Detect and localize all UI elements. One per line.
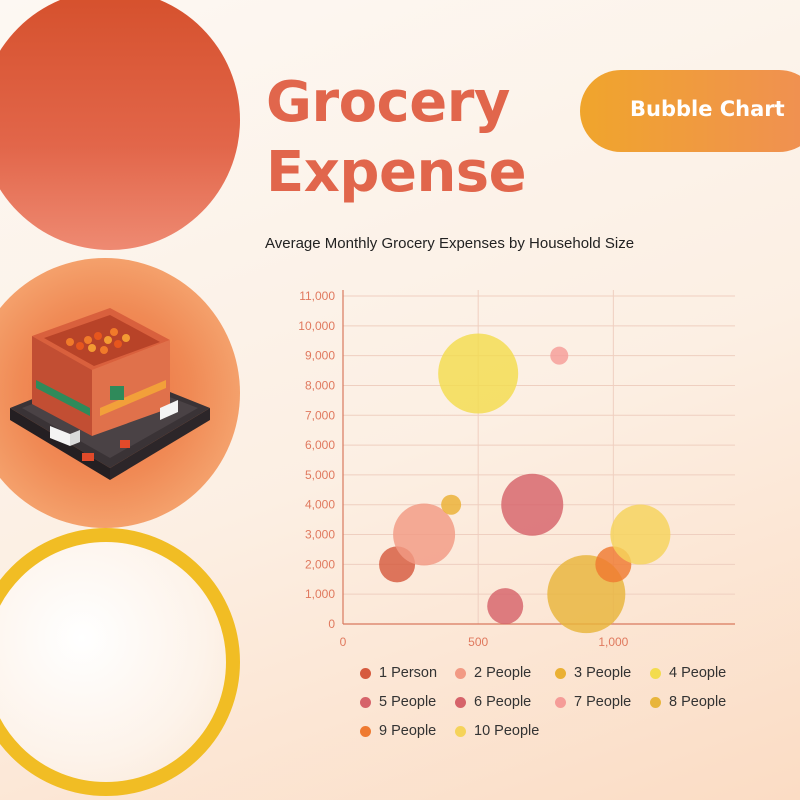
legend-swatch <box>650 667 661 679</box>
legend-label: 2 People <box>474 665 532 681</box>
grocery-store-illustration <box>0 258 240 528</box>
chart-title: Average Monthly Grocery Expenses by Hous… <box>265 235 635 252</box>
axes <box>342 290 735 625</box>
legend-swatch <box>455 696 466 708</box>
y-tick-label: 2,000 <box>305 557 335 571</box>
legend-label: 5 People <box>379 694 437 710</box>
y-tick-label: 9,000 <box>305 349 335 363</box>
legend-swatch <box>650 696 661 708</box>
legend-item[interactable]: 9 People <box>360 723 436 739</box>
legend-label: 7 People <box>574 694 632 710</box>
legend-swatch <box>455 725 466 737</box>
legend-swatch <box>555 667 566 679</box>
legend-item[interactable]: 3 People <box>555 665 631 681</box>
decorative-circle-top <box>0 0 240 250</box>
legend-label: 10 People <box>474 723 540 739</box>
legend-label: 1 Person <box>379 665 438 681</box>
legend-label: 8 People <box>669 694 727 710</box>
y-tick-label: 5,000 <box>305 468 335 482</box>
y-tick-label: 11,000 <box>299 289 335 303</box>
legend-label: 9 People <box>379 723 437 739</box>
legend-item[interactable]: 8 People <box>650 694 726 710</box>
legend-swatch <box>360 725 371 737</box>
bubble-5-people[interactable] <box>501 473 564 536</box>
legend-label: 4 People <box>669 665 727 681</box>
legend-label: 3 People <box>574 665 632 681</box>
legend-item[interactable]: 6 People <box>455 694 531 710</box>
bubbles <box>379 333 671 634</box>
y-tick-label: 4,000 <box>305 498 335 512</box>
y-tick-label: 10,000 <box>298 319 335 333</box>
legend-item[interactable]: 4 People <box>650 665 726 681</box>
y-tick-label: 6,000 <box>305 438 335 452</box>
legend-swatch <box>555 696 566 708</box>
legend-swatch <box>455 667 466 679</box>
bubble-10-people[interactable] <box>610 504 671 565</box>
legend-swatch <box>360 696 371 708</box>
badge-pill <box>580 70 800 152</box>
tick-labels: 0 1,000 2,000 3,000 4,000 5,000 6,000 7,000 8,00… <box>298 289 628 649</box>
bubble-7-people[interactable] <box>550 346 569 365</box>
y-tick-label: 3,000 <box>305 528 335 542</box>
title-line-1: Grocery <box>266 70 510 135</box>
x-tick-label: 0 <box>340 635 347 649</box>
legend-item[interactable]: 10 People <box>455 723 539 739</box>
page-title: Grocery Expense <box>266 68 527 208</box>
y-tick-label: 8,000 <box>305 378 335 392</box>
legend-item[interactable]: 7 People <box>555 694 631 710</box>
legend-item[interactable]: 5 People <box>360 694 436 710</box>
legend-swatch <box>360 667 371 679</box>
bubble-6-people[interactable] <box>487 588 524 625</box>
title-line-2: Expense <box>266 140 527 205</box>
bubble-2-people[interactable] <box>393 503 456 566</box>
legend-item[interactable]: 1 Person <box>360 665 437 681</box>
bubble-4-people[interactable] <box>438 333 519 414</box>
legend-label: 6 People <box>474 694 532 710</box>
y-tick-label: 7,000 <box>305 408 335 422</box>
badge-label: Bubble Chart <box>630 97 785 121</box>
x-tick-label: 500 <box>468 635 488 649</box>
grocery-store-icon <box>10 308 210 480</box>
y-tick-label: 0 <box>328 617 335 631</box>
y-tick-label: 1,000 <box>305 587 335 601</box>
bubble-3-people[interactable] <box>441 494 462 515</box>
legend-item[interactable]: 2 People <box>455 665 531 681</box>
x-tick-label: 1,000 <box>598 635 628 649</box>
